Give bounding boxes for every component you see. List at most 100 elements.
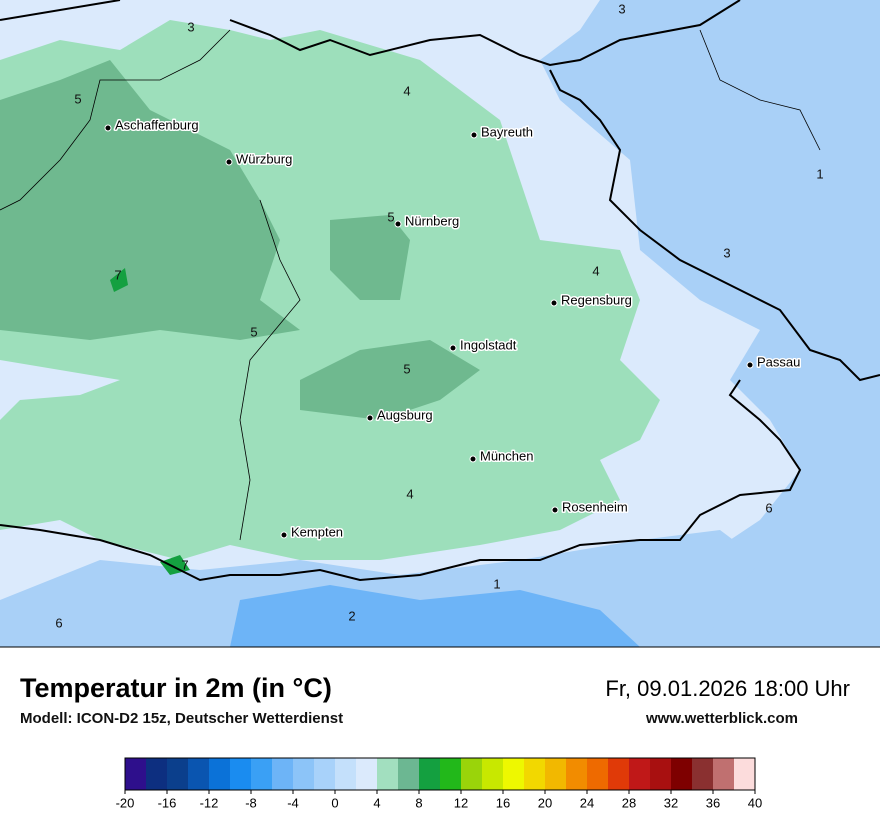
- isotherm-label: 1: [493, 576, 500, 591]
- color-bin: [608, 758, 630, 790]
- color-bin: [671, 758, 693, 790]
- tick-label: 20: [538, 795, 552, 810]
- isotherm-label: 4: [406, 486, 413, 501]
- color-bin: [524, 758, 546, 790]
- color-bin: [440, 758, 462, 790]
- color-bin: [482, 758, 504, 790]
- city-label: Rosenheim: [562, 499, 628, 514]
- cold-area: [540, 0, 880, 647]
- isotherm-label: 1: [816, 166, 823, 181]
- color-bin: [566, 758, 588, 790]
- isotherm-label: 2: [348, 608, 355, 623]
- color-bin: [419, 758, 441, 790]
- color-bin: [461, 758, 483, 790]
- valid-time: Fr, 09.01.2026 18:00 Uhr: [605, 676, 850, 701]
- city-label: Ingolstadt: [460, 337, 517, 352]
- isotherm-label: 5: [74, 91, 81, 106]
- color-bin: [251, 758, 273, 790]
- tick-label: 36: [706, 795, 720, 810]
- tick-label: 0: [331, 795, 338, 810]
- city-dot: [449, 344, 457, 352]
- color-bin: [587, 758, 609, 790]
- city-label: Passau: [757, 354, 800, 369]
- color-bin: [734, 758, 756, 790]
- color-bin: [377, 758, 399, 790]
- color-bin: [167, 758, 189, 790]
- color-bin: [314, 758, 336, 790]
- city-dot: [470, 131, 478, 139]
- tick-label: 24: [580, 795, 594, 810]
- isotherm-label: 3: [618, 1, 625, 16]
- color-bin: [125, 758, 147, 790]
- color-bin: [356, 758, 378, 790]
- color-bin: [188, 758, 210, 790]
- colorbar-frame: [124, 757, 756, 791]
- city-dot: [366, 414, 374, 422]
- color-bin: [146, 758, 168, 790]
- color-bin: [335, 758, 357, 790]
- city-dot: [280, 531, 288, 539]
- color-bin: [398, 758, 420, 790]
- tick-label: -20: [116, 795, 135, 810]
- map: [0, 0, 880, 648]
- city-dot: [550, 299, 558, 307]
- color-bin: [650, 758, 672, 790]
- city-label: Aschaffenburg: [115, 117, 199, 132]
- border: [0, 0, 880, 582]
- isotherm-label: 7: [114, 267, 121, 282]
- isotherm-label: 7: [181, 557, 188, 572]
- city-label: Augsburg: [377, 407, 433, 422]
- city-dot: [469, 455, 477, 463]
- tick-label: 32: [664, 795, 678, 810]
- city-dot: [746, 361, 754, 369]
- color-bin: [209, 758, 231, 790]
- tick-label: 16: [496, 795, 510, 810]
- color-bin: [545, 758, 567, 790]
- tick-label: -8: [245, 795, 257, 810]
- isotherm-label: 5: [403, 361, 410, 376]
- warm-area: [300, 215, 480, 420]
- tick-label: -16: [158, 795, 177, 810]
- city-label: Nürnberg: [405, 213, 459, 228]
- isotherm-label: 6: [765, 500, 772, 515]
- model: Modell: ICON-D2 15z, Deutscher Wetterdie…: [20, 710, 343, 727]
- website: www.wetterblick.com: [645, 710, 798, 727]
- isotherm-label: 3: [723, 245, 730, 260]
- tick-label: 28: [622, 795, 636, 810]
- tick-label: 4: [373, 795, 380, 810]
- cities: Aschaffenburg Würzburg Bayreuth Nürnberg Reg…: [104, 116, 802, 541]
- color-bin: [272, 758, 294, 790]
- title: Temperatur in 2m (in °C): [20, 673, 332, 703]
- isotherm-label: 5: [250, 324, 257, 339]
- city-dot: [225, 158, 233, 166]
- city-label: Würzburg: [236, 151, 292, 166]
- color-bin: [230, 758, 252, 790]
- alpine-colder-area: [230, 585, 640, 647]
- colorbar: -20 -16 -12 -8 -4 0 4 8 12 16 20 24 28 32 36 40: [116, 757, 762, 810]
- isotherm-label: 6: [55, 615, 62, 630]
- isotherm-label: 3: [187, 19, 194, 34]
- tick-label: 40: [748, 795, 762, 810]
- isotherm-label: 5: [387, 209, 394, 224]
- city-label: Kempten: [291, 524, 343, 539]
- city-dot: [551, 506, 559, 514]
- tick-label: -4: [287, 795, 299, 810]
- city-label: Regensburg: [561, 292, 632, 307]
- city-dot: [104, 124, 112, 132]
- tick-label: -12: [200, 795, 219, 810]
- color-bin: [692, 758, 714, 790]
- isotherm-label: 4: [403, 83, 410, 98]
- color-bin: [629, 758, 651, 790]
- city-label: München: [480, 448, 533, 463]
- isotherm-label: 4: [592, 263, 599, 278]
- tick-label: 8: [415, 795, 422, 810]
- color-bin: [503, 758, 525, 790]
- warm-area: [0, 60, 300, 340]
- color-bin: [713, 758, 735, 790]
- tick-label: 12: [454, 795, 468, 810]
- city-label: Bayreuth: [481, 124, 533, 139]
- color-bin: [293, 758, 315, 790]
- map-labels: 3 3 5 4 1 5 7 4 3 5 5 4 6 7 1 2 6: [55, 1, 823, 630]
